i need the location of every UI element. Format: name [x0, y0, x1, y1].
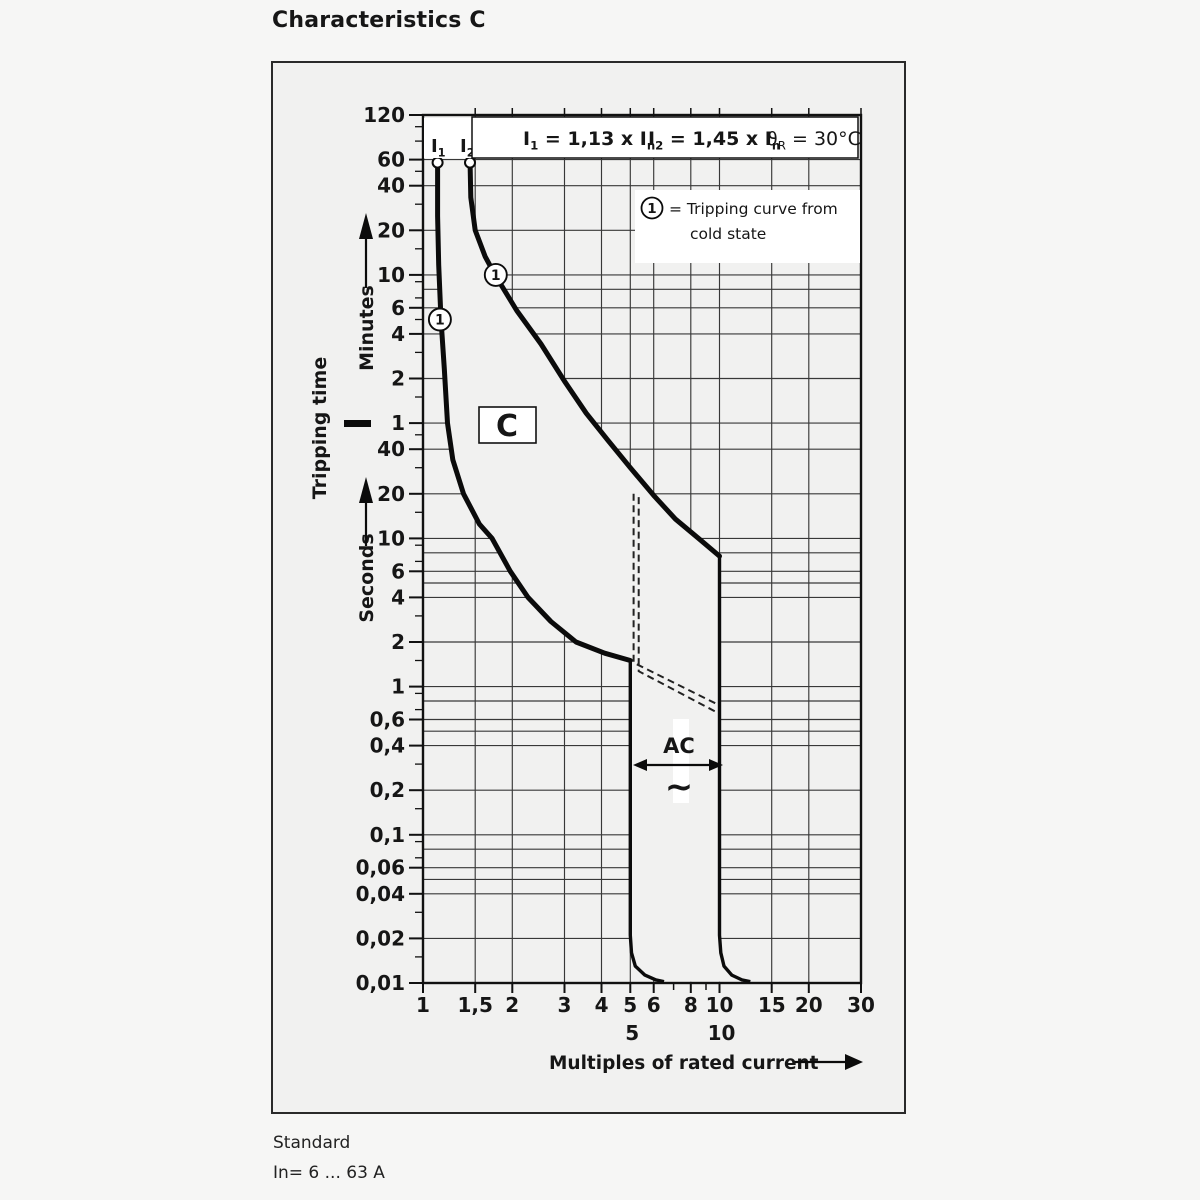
- tripping-band: [437, 162, 751, 982]
- x-tick-label: 30: [847, 993, 875, 1017]
- upper-limit-tripping-curve-cold-state: [467, 157, 722, 559]
- x-tick-label: 2: [505, 993, 519, 1017]
- curve-label-I1: I1: [431, 136, 445, 159]
- x-tick-label: 3: [558, 993, 572, 1017]
- seconds-arrow-head: [359, 477, 373, 503]
- page-title: Characteristics C: [272, 8, 486, 33]
- y-tick-label-minutes: 120: [363, 103, 405, 127]
- x-tick-label: 20: [795, 993, 823, 1017]
- x-secondary-tick-label: 5: [625, 1021, 639, 1045]
- curve-label-backplate: [424, 118, 472, 158]
- y-tick-label-seconds: 0,6: [370, 707, 405, 731]
- magnetic-trip-dashed-lines: [632, 493, 720, 715]
- footer-standard-label: Standard: [273, 1133, 351, 1153]
- band-label-box: C: [478, 406, 537, 444]
- y-tick-label-seconds: 20: [377, 482, 405, 506]
- y-tick-label-minutes: 4: [391, 322, 405, 346]
- y-tick-label-seconds: 0,4: [370, 734, 405, 758]
- curve-number-text: 1: [435, 313, 445, 329]
- minutes-arrow-head: [359, 213, 373, 239]
- y-tick-label-seconds: 0,06: [356, 856, 405, 880]
- y-tick-label-seconds: 4: [391, 585, 405, 609]
- x-tick-label: 5: [623, 993, 637, 1017]
- y-tick-label-seconds: 0,04: [356, 882, 405, 906]
- x-axis-label: Multiples of rated current: [549, 1053, 819, 1074]
- footer-rated-current-range: In= 6 ... 63 A: [273, 1163, 385, 1183]
- curve-number-text: 1: [491, 268, 501, 284]
- y-tick-label-minutes: 60: [377, 148, 405, 172]
- x-tick-label: 10: [706, 993, 734, 1017]
- y-tick-label-seconds: 2: [391, 630, 405, 654]
- y-tick-label-minutes: 6: [391, 296, 405, 320]
- y-tick-label-seconds: 6: [391, 559, 405, 583]
- curve-number-circle: [427, 307, 452, 332]
- y-tick-label-minutes: 2: [391, 367, 405, 391]
- note-backplate: [635, 190, 860, 263]
- tripping-curves: [431, 156, 751, 984]
- dashed-transition-line: [637, 497, 720, 715]
- curve-top-labels: I1 I2: [424, 118, 474, 159]
- seconds-axis-label: Seconds: [356, 533, 378, 622]
- note-text-line2: cold state: [690, 225, 766, 243]
- lower-limit-tripping-curve-cold-state: [435, 157, 633, 663]
- x-axis-arrow-head: [845, 1054, 863, 1070]
- y-tick-label-seconds: 40: [377, 437, 405, 461]
- plot-frame: [421, 113, 863, 985]
- legend-item-I2: I2 = 1,45 x In: [648, 128, 780, 153]
- ac-arrow-right-head: [709, 759, 723, 771]
- y-tick-label-minutes: 1: [391, 411, 405, 435]
- x-axis-caption: Multiples of rated current: [549, 1053, 863, 1074]
- x-tick-label: 6: [647, 993, 661, 1017]
- curve-number-circle: [483, 262, 508, 287]
- x-tick-label: 15: [758, 993, 786, 1017]
- note-box: 1 = Tripping curve from cold state: [635, 190, 860, 263]
- x-axis-labels: 1 1,5 2 3 4 5 6 8 10 15 20 30 5 10: [416, 993, 875, 1045]
- minutes-axis-label: Minutes: [356, 285, 378, 371]
- x-tick-label: 1: [416, 993, 430, 1017]
- ac-arrow-left-head: [633, 759, 647, 771]
- ac-backplate: [673, 719, 689, 803]
- legend-item-I1: I1 = 1,13 x In: [523, 128, 655, 153]
- y-tick-label-minutes: 40: [377, 174, 405, 198]
- upper-limit-tripping-curve-cold-state-instantaneous-drop: [717, 556, 751, 984]
- note-marker-circle: [640, 196, 664, 220]
- legend-item-temperature: ϑR = 30°C: [766, 128, 861, 153]
- y-tick-label-seconds: 0,2: [370, 778, 405, 802]
- x-tick-label: 4: [595, 993, 609, 1017]
- y-axis-captions: Minutes Seconds Tripping time: [309, 213, 378, 623]
- tripping-band-fill: [437, 162, 751, 982]
- y-axis-labels: 12060402010642140201064210,60,40,20,10,0…: [356, 103, 405, 995]
- y-tick-label-seconds: 0,1: [370, 823, 405, 847]
- note-marker-number: 1: [647, 201, 656, 217]
- band-label-frame: [478, 406, 537, 444]
- y-tick-label-seconds: 1: [391, 675, 405, 699]
- x-tick-label: 1,5: [457, 993, 492, 1017]
- y-tick-label-seconds: 10: [377, 526, 405, 550]
- plot-border: [421, 113, 863, 985]
- y-tick-label-seconds: 0,01: [356, 971, 405, 995]
- band-label-C: C: [496, 409, 518, 444]
- y-tick-label-seconds: 0,02: [356, 926, 405, 950]
- curve-number-markers: 11: [427, 262, 508, 332]
- y-tick-label-minutes: 20: [377, 218, 405, 242]
- legend-frame: [471, 116, 859, 159]
- minutes-seconds-divider-mark: [344, 420, 371, 427]
- tripping-time-axis-label: Tripping time: [309, 357, 331, 500]
- y-tick-label-minutes: 10: [377, 263, 405, 287]
- note-text-line1: = Tripping curve from: [669, 200, 838, 218]
- lower-limit-tripping-curve-cold-state-instantaneous-drop: [628, 660, 665, 984]
- x-secondary-tick-label: 10: [708, 1021, 736, 1045]
- ac-tilde-symbol: ~: [665, 767, 694, 807]
- curve-label-I2: I2: [460, 136, 474, 159]
- x-tick-label: 8: [684, 993, 698, 1017]
- ac-label: AC: [663, 734, 695, 758]
- ac-range-annotation: AC ~: [633, 719, 723, 807]
